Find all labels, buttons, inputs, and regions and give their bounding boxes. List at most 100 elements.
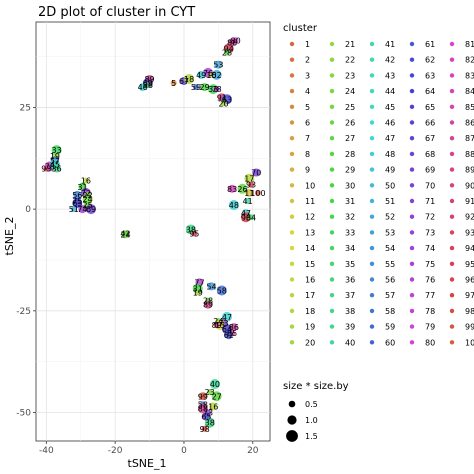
point-label: 25 bbox=[83, 201, 93, 210]
data-point bbox=[197, 403, 208, 414]
legend-key bbox=[449, 308, 455, 314]
legend-label: 56 bbox=[385, 276, 395, 285]
data-point bbox=[138, 83, 147, 92]
legend-key bbox=[369, 88, 375, 94]
legend-key bbox=[329, 198, 335, 204]
legend-label: 48 bbox=[385, 150, 395, 159]
point-label: 38 bbox=[186, 225, 196, 234]
point-label: 72 bbox=[81, 189, 91, 198]
point-label: 59 bbox=[191, 83, 201, 92]
size-legend-key bbox=[287, 415, 297, 425]
legend-key bbox=[449, 277, 455, 282]
legend-key bbox=[289, 261, 295, 266]
point-label: 27 bbox=[212, 392, 222, 401]
point-label: 16 bbox=[208, 402, 218, 411]
point-label: 73 bbox=[203, 409, 213, 418]
legend-label: 25 bbox=[345, 103, 355, 112]
legend-label: 100 bbox=[465, 338, 474, 347]
data-point bbox=[224, 331, 233, 340]
legend-label: 82 bbox=[465, 56, 474, 65]
point-label: 64 bbox=[222, 325, 232, 334]
legend-key bbox=[449, 261, 455, 266]
legend-label: 74 bbox=[425, 244, 435, 253]
point-label: 31 bbox=[193, 284, 203, 293]
legend-key bbox=[329, 136, 335, 141]
point-label: 26 bbox=[237, 185, 247, 194]
legend-label: 26 bbox=[345, 119, 355, 128]
legend-key bbox=[409, 245, 415, 251]
data-point bbox=[193, 84, 200, 91]
legend-label: 99 bbox=[465, 323, 474, 332]
point-label: 47 bbox=[241, 209, 251, 218]
legend-key bbox=[449, 167, 455, 172]
legend-key bbox=[369, 198, 375, 204]
data-point bbox=[82, 177, 89, 184]
data-point bbox=[78, 205, 87, 214]
legend-key bbox=[289, 151, 295, 157]
legend-label: 52 bbox=[385, 213, 395, 222]
legend-label: 2 bbox=[305, 56, 310, 65]
legend-key bbox=[329, 245, 335, 251]
legend-key bbox=[449, 41, 455, 47]
legend-label: 69 bbox=[425, 166, 435, 175]
legend-key bbox=[329, 293, 335, 298]
legend-key bbox=[369, 324, 375, 329]
legend-label: 30 bbox=[345, 181, 355, 190]
legend-label: 97 bbox=[465, 291, 474, 300]
legend-key bbox=[449, 151, 455, 157]
legend-key bbox=[329, 308, 335, 314]
point-label: 51 bbox=[69, 205, 79, 214]
legend-key bbox=[289, 277, 295, 282]
legend-key bbox=[369, 151, 375, 157]
data-point bbox=[49, 159, 60, 170]
point-label: 29 bbox=[200, 83, 210, 92]
legend-label: 18 bbox=[305, 307, 315, 316]
legend-label: 36 bbox=[345, 276, 355, 285]
point-label: 76 bbox=[203, 69, 213, 78]
legend-label: 23 bbox=[345, 71, 355, 80]
legend-key bbox=[289, 293, 295, 298]
point-label: 31 bbox=[77, 183, 87, 192]
legend-key bbox=[289, 88, 295, 94]
data-point bbox=[252, 168, 261, 177]
point-label: 73 bbox=[218, 319, 228, 328]
point-label: 19 bbox=[50, 152, 60, 161]
legend-label: 80 bbox=[425, 338, 435, 347]
data-point bbox=[70, 206, 77, 213]
legend-key bbox=[289, 104, 295, 110]
data-point bbox=[201, 425, 208, 432]
data-point bbox=[213, 86, 220, 93]
legend-label: 54 bbox=[385, 244, 395, 253]
legend-label: 21 bbox=[345, 40, 355, 49]
legend-label: 92 bbox=[465, 213, 474, 222]
data-point bbox=[204, 300, 213, 309]
legend-label: 1 bbox=[305, 40, 310, 49]
point-label: 56 bbox=[72, 191, 82, 200]
point-label: 63 bbox=[72, 199, 82, 208]
legend-key bbox=[409, 88, 415, 94]
legend-key bbox=[289, 167, 295, 172]
legend-key bbox=[289, 183, 295, 188]
legend-label: 78 bbox=[425, 307, 435, 316]
legend-label: 51 bbox=[385, 197, 395, 206]
legend-label: 12 bbox=[305, 213, 315, 222]
legend-key bbox=[369, 104, 375, 110]
legend-key bbox=[329, 340, 335, 345]
y-tick-label: -25 bbox=[16, 307, 31, 317]
legend-label: 81 bbox=[465, 40, 474, 49]
x-axis-title: tSNE_1 bbox=[128, 457, 167, 470]
point-label: 88 bbox=[198, 404, 208, 413]
legend-key bbox=[329, 277, 335, 282]
legend-key bbox=[449, 183, 455, 188]
legend-label: 79 bbox=[425, 323, 435, 332]
legend-key bbox=[369, 136, 375, 141]
point-label: 86 bbox=[227, 38, 237, 47]
legend-label: 95 bbox=[465, 260, 474, 269]
point-label: 100 bbox=[250, 189, 265, 198]
point-label: 52 bbox=[212, 71, 222, 80]
point-label: 28 bbox=[203, 297, 213, 306]
legend-label: 22 bbox=[345, 56, 355, 65]
chart-title: 2D plot of cluster in CYT bbox=[38, 5, 195, 20]
legend-label: 27 bbox=[345, 134, 355, 143]
data-point bbox=[191, 230, 198, 237]
